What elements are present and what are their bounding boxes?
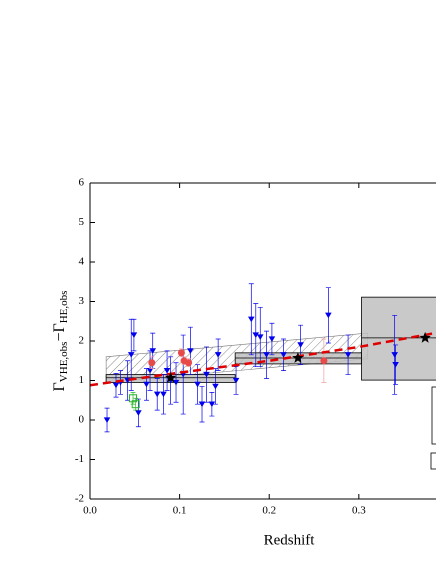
y-tick-label: 0 [79, 414, 85, 426]
x-axis-label: Redshift [264, 532, 316, 548]
x-tick-label: 0.2 [262, 505, 276, 517]
blue-triangle [203, 371, 210, 378]
blue-triangle [247, 316, 255, 323]
blue-triangle [160, 391, 167, 398]
blue-triangle [146, 367, 154, 374]
blue-triangle [392, 362, 399, 368]
blue-triangle [214, 352, 222, 358]
blue-triangle [127, 352, 135, 358]
blue-triangle [263, 352, 270, 358]
blue-triangle [297, 342, 304, 348]
blue-triangle [149, 348, 157, 354]
y-tick-label: 5 [79, 216, 85, 228]
red-circle [177, 349, 185, 357]
red-circle [148, 359, 156, 367]
blue-triangle [391, 352, 398, 358]
blue-triangle [112, 382, 120, 389]
legend-fragment [430, 386, 436, 470]
blue-triangle [163, 367, 171, 374]
blue-triangle [130, 332, 138, 339]
blue-triangle [208, 401, 216, 408]
blue-triangle [256, 334, 264, 341]
blue-triangle [325, 312, 332, 319]
star [419, 331, 431, 343]
y-tick-label: 4 [79, 256, 85, 268]
red-circle [185, 359, 193, 367]
y-tick-label: 1 [79, 374, 85, 386]
y-tick-label: 3 [79, 295, 85, 307]
y-tick-label: 2 [79, 335, 85, 347]
blue-triangle [252, 332, 260, 339]
y-axis-label-part: VHE,obs [58, 342, 70, 383]
y-tick-label: -2 [75, 493, 84, 505]
x-tick-label: 0.3 [352, 505, 366, 517]
blue-triangle [344, 352, 352, 358]
blue-triangle [194, 381, 201, 388]
x-tick-label: 0.0 [83, 505, 97, 517]
blue-triangle [143, 381, 150, 388]
x-tick-label: 0.1 [173, 505, 187, 517]
y-tick-label: 6 [79, 177, 85, 189]
blue-triangle [198, 401, 206, 408]
y-axis-label-part: Γ [51, 382, 68, 391]
red-circle [320, 357, 328, 365]
blue-triangle [172, 379, 180, 386]
green-square [131, 400, 140, 409]
star [164, 371, 177, 383]
blue-triangle [135, 410, 142, 416]
y-axis-label-part: HE,obs [58, 291, 70, 324]
star [292, 351, 304, 363]
blue-triangle [212, 383, 219, 390]
blue-triangle [280, 352, 287, 358]
plot-area [90, 283, 436, 433]
blue-triangle [187, 348, 194, 354]
blue-triangle [268, 336, 276, 342]
blue-triangle [153, 391, 161, 398]
y-axis-label: ΓVHE,obs−ΓHE,obs [51, 291, 70, 392]
blue-triangle [103, 417, 111, 423]
y-axis-label-part: −Γ [51, 323, 68, 341]
blue-triangle [232, 377, 240, 384]
y-tick-label: -1 [75, 453, 84, 465]
